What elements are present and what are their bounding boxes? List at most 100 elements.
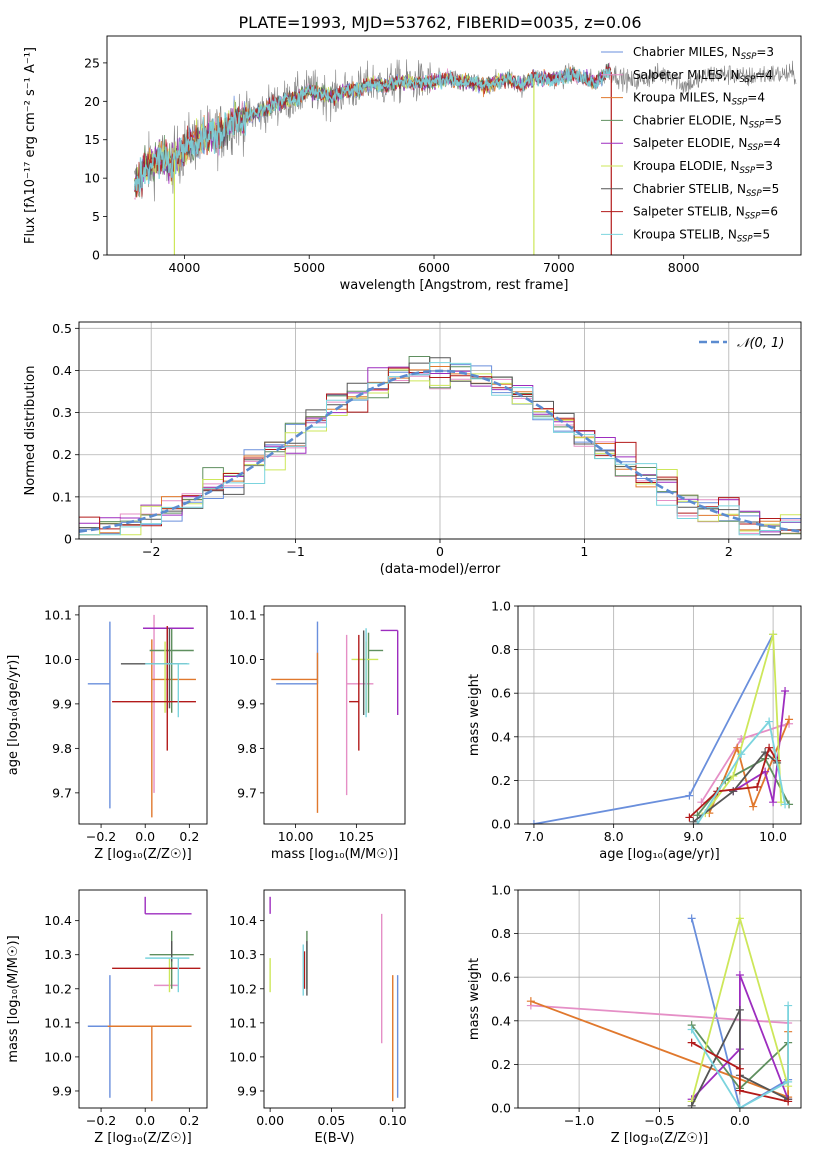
legend-entry: Kroupa STELIB, NSSP=5 [633,227,770,244]
mass-vs-EBV-ytick-label: 10.2 [229,981,257,996]
weight-vs-Z-marker [735,1086,744,1095]
age-vs-Z-ytick-label: 9.7 [52,785,72,800]
age-vs-mass-errorbar [349,634,360,751]
weight-vs-age-marker [529,820,538,824]
age-vs-Z-plot-area [87,614,196,818]
spectrum-xtick-label: 5000 [293,260,325,275]
age-vs-Z-errorbar [149,628,194,713]
weight-vs-age-ytick-label: 0.4 [491,729,511,744]
legend-entry: Salpeter STELIB, NSSP=6 [633,205,778,222]
residuals-xlabel: (data-model)/error [380,562,501,577]
spectrum-ytick-label: 0 [92,248,100,263]
legend-entry: Chabrier ELODIE, NSSP=5 [633,113,782,130]
mass-vs-Z-ytick-label: 10.2 [44,981,72,996]
residuals-frame [78,321,802,540]
mass-vs-EBV-plot-area [269,896,399,1102]
residuals-xtick-label: −2 [142,544,160,559]
weight-vs-Z-xlabel: Z [log₁₀(Z/Z☉)] [611,1131,708,1146]
spectrum-frame [106,35,802,256]
spectrum-axes: 4000 5000 6000 7000 8000 0 5 10 15 20 25 wavelength… [23,35,802,293]
weight-vs-age-xtick-label: 7.0 [524,829,544,844]
age-vs-mass-xlabel: mass [log₁₀(M/M☉)] [271,847,398,862]
weight-vs-age-xtick-label: 8.0 [604,829,624,844]
weight-vs-age-marker [769,630,778,639]
mass-vs-EBV-ytick-label: 9.9 [237,1083,257,1098]
age-vs-Z-errorbar [151,639,196,818]
weight-vs-Z-series-8 [691,1041,789,1103]
weight-vs-Z-xtick-label: 0.0 [730,1113,750,1128]
age-vs-mass-ytick-label: 9.8 [237,741,257,756]
mass-vs-EBV-xlabel: E(B-V) [314,1131,354,1146]
age-vs-mass-errorbar [271,652,319,813]
weight-vs-Z-marker [735,1064,744,1073]
weight-vs-Z-marker [784,1077,793,1086]
weight-vs-age-axes: 7.0 8.0 9.0 10.0 0.0 0.2 0.4 0.6 0.8 1.0 age [log₁… [467,599,802,862]
mass-vs-Z-ytick-label: 9.9 [52,1083,72,1098]
mass-vs-EBV-xtick-label: 0.05 [318,1113,346,1128]
weight-vs-age-marker [693,820,702,824]
age-vs-mass-xtick-label: 10.25 [338,829,374,844]
normal-reference-curve [79,369,801,533]
age-vs-mass-xtick-label: 10.00 [278,829,314,844]
weight-vs-Z-marker [735,971,744,980]
weight-vs-age-marker [769,798,778,807]
weight-vs-age-marker [781,687,790,696]
age-vs-Z-ytick-label: 9.8 [52,741,72,756]
weight-vs-age-marker [689,817,698,824]
spectrum-ytick-label: 15 [84,132,100,147]
spectrum-xtick-label: 6000 [418,260,450,275]
weight-vs-age-marker [781,800,790,809]
mass-vs-Z-errorbar [107,1025,192,1102]
age-vs-Z-axes: −0.2 0.0 0.2 9.7 9.8 9.9 10.0 10.1 Z [log₁₀(Z/Z☉… [6,605,208,862]
spectrum-ytick-label: 25 [84,55,100,70]
weight-vs-age-series-2 [700,722,790,803]
mass-vs-EBV-ytick-label: 10.4 [229,913,257,928]
weight-vs-Z-ytick-label: 0.0 [491,1101,511,1116]
age-vs-mass-errorbar [380,629,399,715]
weight-vs-age-ytick-label: 0.2 [491,773,511,788]
weight-vs-Z-plot-area [526,914,793,1108]
legend-entry: Chabrier STELIB, NSSP=5 [633,182,779,199]
weight-vs-Z-series-1 [690,918,789,1108]
weight-vs-age-frame [517,605,802,825]
weight-vs-age-marker [765,717,774,726]
legend-entry: 𝒩(0, 1) [737,336,784,351]
weight-vs-Z-marker [687,1101,696,1108]
mass-vs-EBV-ytick-label: 10.1 [229,1015,257,1030]
mass-vs-Z-errorbar [144,896,192,915]
weight-vs-Z-xtick-label: −1.0 [564,1113,594,1128]
age-vs-Z-xtick-label: 0.0 [135,829,155,844]
age-vs-mass-ytick-label: 9.7 [237,785,257,800]
legend-entry: Salpeter ELODIE, NSSP=4 [633,136,781,153]
weight-vs-Z-xtick-label: −0.5 [644,1113,674,1128]
mass-vs-Z-errorbar [87,975,111,1098]
weight-vs-age-marker [697,798,706,807]
age-vs-Z-ytick-label: 10.0 [44,652,72,667]
mass-vs-Z-xtick-label: 0.0 [135,1113,155,1128]
figure-title: PLATE=1993, MJD=53762, FIBERID=0035, z=0… [238,13,641,32]
histogram-series-9 [79,362,801,539]
mass-vs-Z-axes: −0.2 0.0 0.2 9.9 10.0 10.1 10.2 10.3 10.4 Z [log₁… [6,889,208,1146]
age-vs-mass-errorbar [276,621,319,685]
weight-vs-Z-marker [687,1038,696,1047]
mass-vs-Z-xlabel: Z [log₁₀(Z/Z☉)] [94,1131,191,1146]
spectrum-model-line-9 [133,68,612,192]
weight-vs-age-ylabel: mass weight [467,674,482,756]
weight-vs-Z-series-7 [690,1009,789,1107]
age-vs-Z-errorbar [143,627,194,713]
age-vs-Z-errorbar [145,663,190,718]
mass-vs-Z-plot-area [87,896,201,1102]
age-vs-Z-ylabel: age [log₁₀(age/yr)] [6,655,21,776]
weight-vs-Z-ytick-label: 0.4 [491,1013,511,1028]
residuals-xtick-label: 0 [436,544,444,559]
weight-vs-Z-marker [687,914,696,923]
age-vs-mass-frame [263,605,406,825]
age-vs-Z-ytick-label: 10.1 [44,607,72,622]
weight-vs-Z-series-2 [530,1004,789,1024]
weight-vs-age-ytick-label: 0.0 [491,817,511,832]
residuals-ytick-label: 0.5 [52,321,72,336]
residuals-xtick-label: −1 [286,544,304,559]
mass-vs-Z-ytick-label: 10.0 [44,1049,72,1064]
age-vs-Z-xtick-label: 0.2 [179,829,199,844]
